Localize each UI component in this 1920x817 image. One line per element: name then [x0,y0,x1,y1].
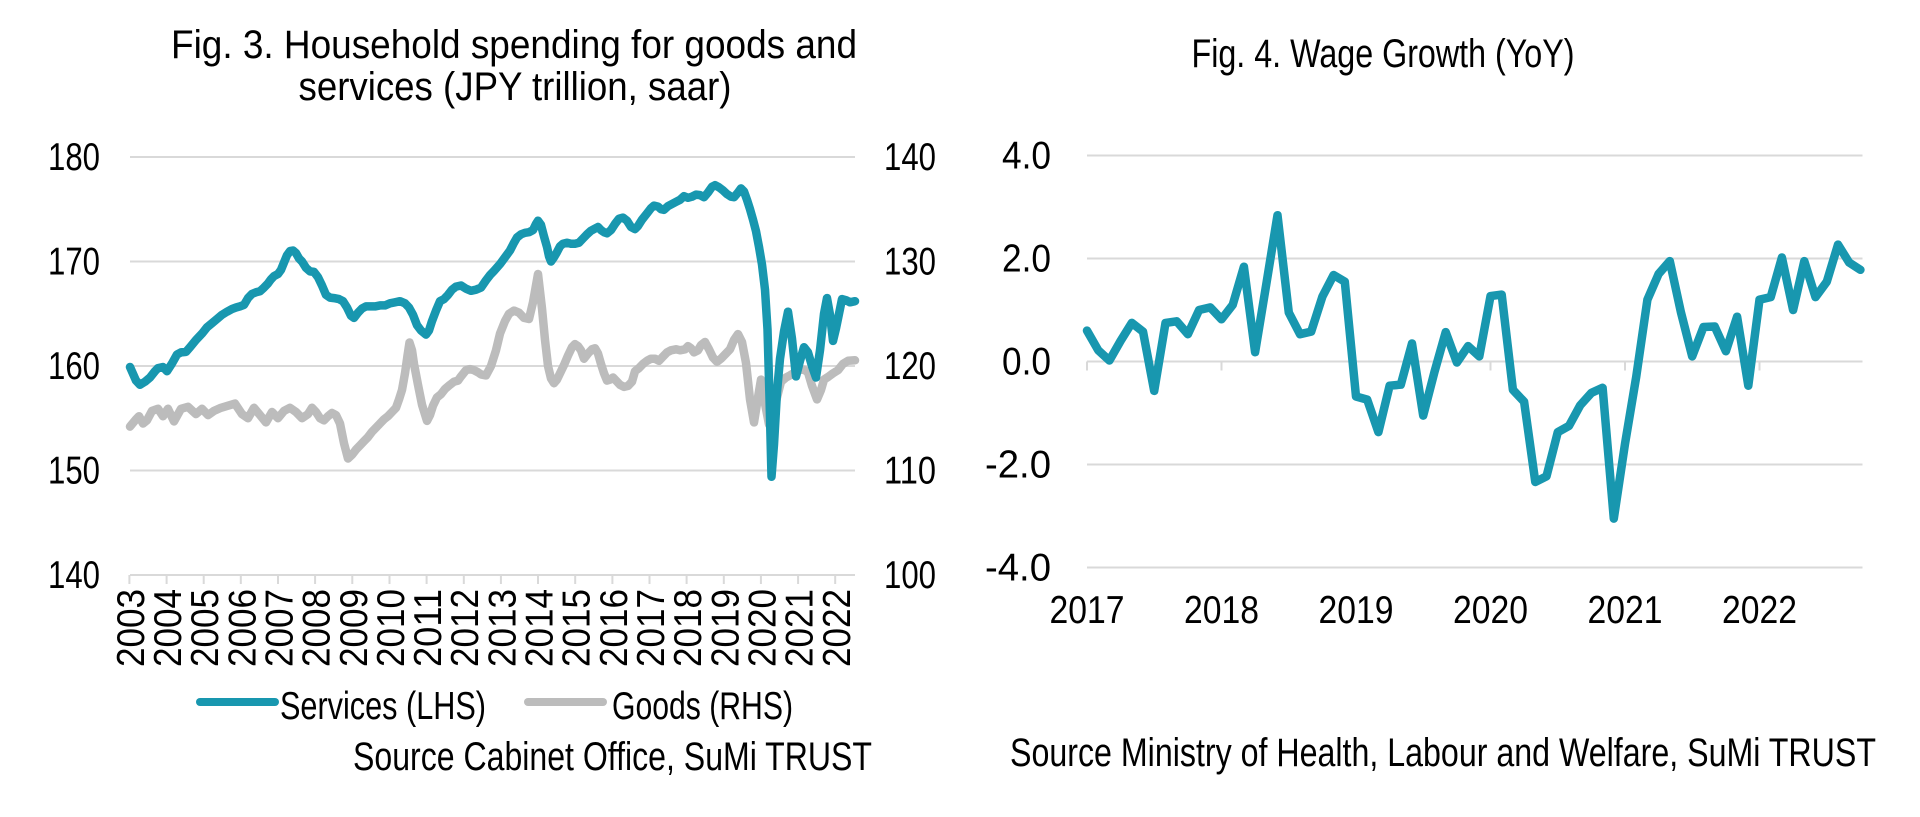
svg-text:170: 170 [48,241,100,284]
svg-text:2007: 2007 [259,589,302,667]
svg-text:2017: 2017 [630,589,673,667]
svg-text:2004: 2004 [147,589,190,667]
svg-text:Source Ministry of Health, Lab: Source Ministry of Health, Labour and We… [1010,731,1876,775]
svg-text:Goods (RHS): Goods (RHS) [612,685,793,728]
svg-text:2019: 2019 [704,589,747,667]
svg-text:Fig. 4. Wage Growth (YoY): Fig. 4. Wage Growth (YoY) [1192,32,1575,76]
svg-text:100: 100 [884,554,936,597]
svg-text:2019: 2019 [1319,589,1394,632]
svg-text:2006: 2006 [221,589,264,667]
svg-text:2.0: 2.0 [1002,238,1051,281]
svg-text:2005: 2005 [184,589,227,667]
svg-text:180: 180 [48,136,100,179]
svg-text:Services (LHS): Services (LHS) [280,685,486,728]
svg-text:2018: 2018 [667,589,710,667]
svg-text:140: 140 [48,554,100,597]
svg-text:2014: 2014 [519,589,562,667]
svg-text:2020: 2020 [1453,589,1528,632]
svg-text:Fig. 3. Household spending for: Fig. 3. Household spending for goods and [171,23,857,67]
svg-text:0.0: 0.0 [1002,341,1051,384]
svg-text:Source Cabinet Office, SuMi TR: Source Cabinet Office, SuMi TRUST [353,735,872,779]
svg-text:2016: 2016 [593,589,636,667]
svg-text:2010: 2010 [370,589,413,667]
svg-text:2011: 2011 [407,589,450,667]
svg-text:120: 120 [884,345,936,388]
svg-text:4.0: 4.0 [1002,135,1051,178]
svg-text:2021: 2021 [1588,589,1663,632]
svg-text:2003: 2003 [110,589,153,667]
svg-text:110: 110 [884,450,936,493]
svg-text:130: 130 [884,241,936,284]
svg-text:140: 140 [884,136,936,179]
svg-text:services (JPY trillion, saar): services (JPY trillion, saar) [299,65,732,109]
svg-text:-2.0: -2.0 [985,444,1051,487]
svg-text:-4.0: -4.0 [985,547,1051,590]
svg-text:150: 150 [48,450,100,493]
svg-text:2013: 2013 [481,589,524,667]
svg-text:2021: 2021 [779,589,822,667]
svg-text:2022: 2022 [816,589,859,667]
svg-text:2009: 2009 [333,589,376,667]
svg-text:160: 160 [48,345,100,388]
svg-text:2008: 2008 [296,589,339,667]
svg-text:2020: 2020 [741,589,784,667]
svg-text:2022: 2022 [1722,589,1797,632]
svg-text:2015: 2015 [556,589,599,667]
svg-text:2017: 2017 [1050,589,1125,632]
svg-text:2018: 2018 [1184,589,1259,632]
svg-text:2012: 2012 [444,589,487,667]
